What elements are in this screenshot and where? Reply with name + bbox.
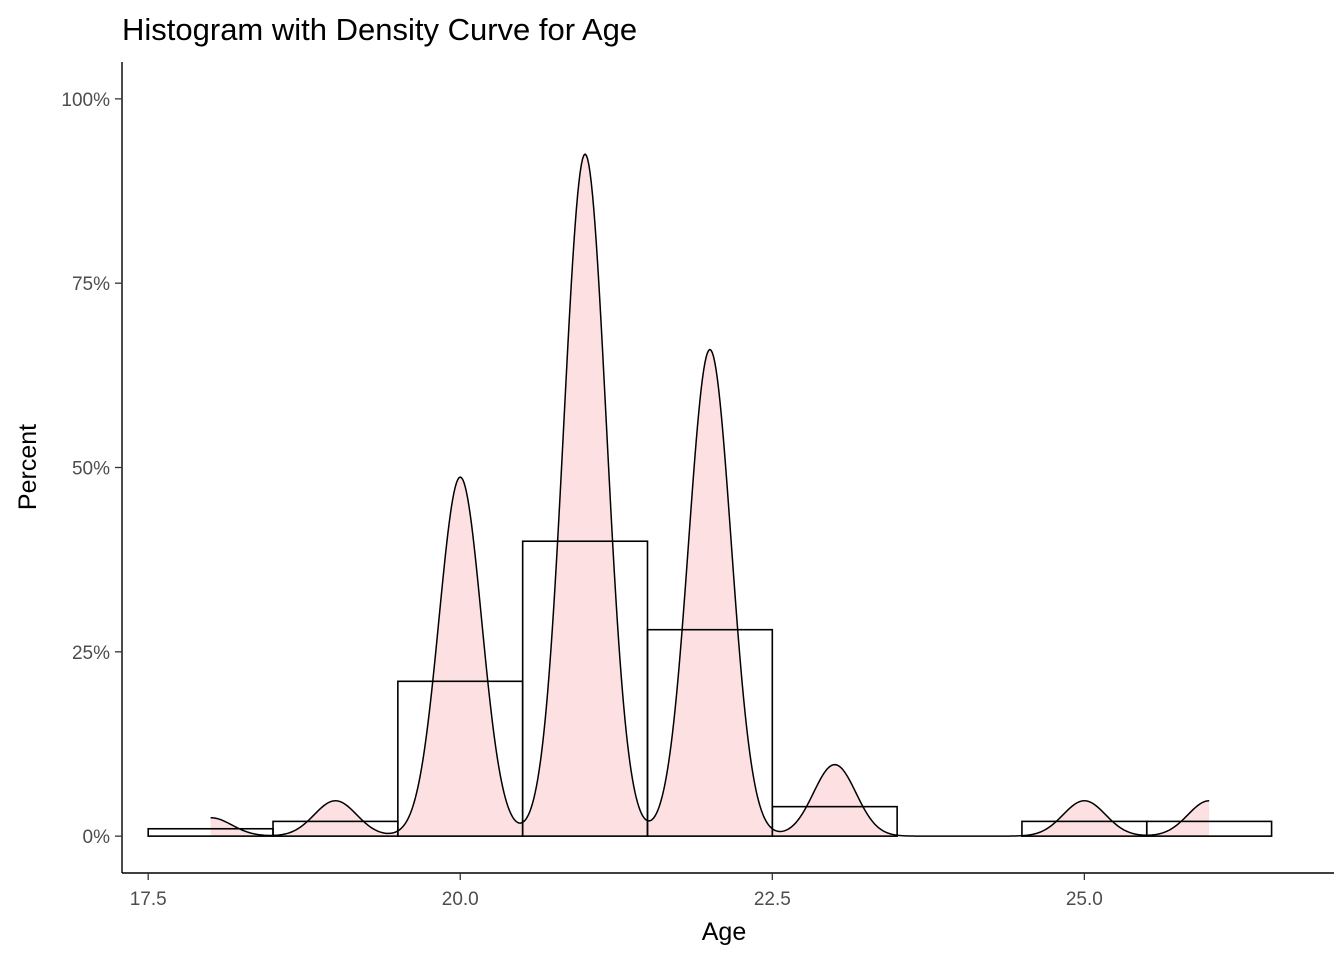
x-axis-ticks: 17.5 20.0 22.5 25.0 [130, 873, 1103, 910]
x-axis-title: Age [702, 918, 746, 946]
x-tick-label: 22.5 [754, 889, 791, 910]
chart-title: Histogram with Density Curve for Age [122, 12, 637, 47]
y-tick-label: 0% [83, 827, 111, 848]
histogram-bar-5 [646, 628, 774, 837]
y-axis-title: Percent [14, 424, 42, 510]
density-line-layer [210, 153, 1210, 837]
x-tick-label: 17.5 [130, 889, 167, 910]
y-tick-label: 25% [72, 643, 110, 664]
histogram-bar-6 [771, 805, 898, 837]
y-tick-label: 100% [61, 90, 110, 111]
y-tick-label: 75% [72, 274, 110, 295]
histogram-bars-layer [147, 540, 1273, 837]
density-line [210, 153, 1210, 837]
density-area [210, 154, 1210, 837]
x-tick-label: 25.0 [1066, 889, 1103, 910]
y-axis-ticks: 0% 25% 50% 75% 100% [61, 90, 122, 848]
y-tick-label: 50% [72, 459, 110, 480]
density-curve-layer [210, 154, 1210, 837]
histogram-bar-9 [1145, 820, 1273, 837]
x-tick-label: 20.0 [442, 889, 479, 910]
